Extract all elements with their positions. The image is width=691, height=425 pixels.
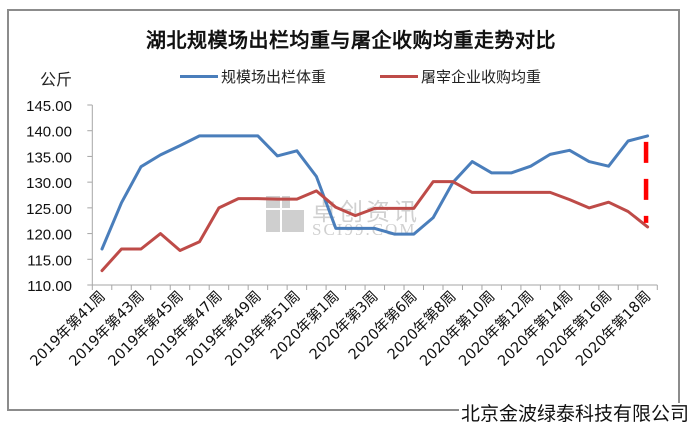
y-tick-label: 120.00 xyxy=(26,227,72,244)
y-tick-label: 140.00 xyxy=(26,124,72,141)
legend-swatch-blue-icon xyxy=(180,75,218,78)
series-line-farm-weight xyxy=(100,134,650,251)
legend-label: 屠宰企业收购均重 xyxy=(421,68,542,86)
y-axis-unit-label: 公斤 xyxy=(40,70,73,89)
y-tick-label: 135.00 xyxy=(26,149,72,166)
series-line-slaughter-weight xyxy=(100,180,650,273)
y-tick-label: 110.00 xyxy=(27,278,72,295)
legend-item-slaughter-weight: 屠宰企业收购均重 xyxy=(380,66,541,87)
chart-title: 湖北规模场出栏均重与屠企收购均重走势对比 xyxy=(146,28,556,52)
y-tick-label: 145.00 xyxy=(26,98,72,115)
source-company-label: 北京金波绿泰科技有限公司 xyxy=(459,403,691,425)
y-tick-label: 115.00 xyxy=(27,252,72,269)
legend-label: 规模场出栏体重 xyxy=(221,68,327,86)
y-tick-label: 125.00 xyxy=(26,201,72,218)
legend-swatch-red-icon xyxy=(380,75,418,78)
y-tick-label: 130.00 xyxy=(26,175,72,192)
legend-item-farm-weight: 规模场出栏体重 xyxy=(180,66,326,87)
